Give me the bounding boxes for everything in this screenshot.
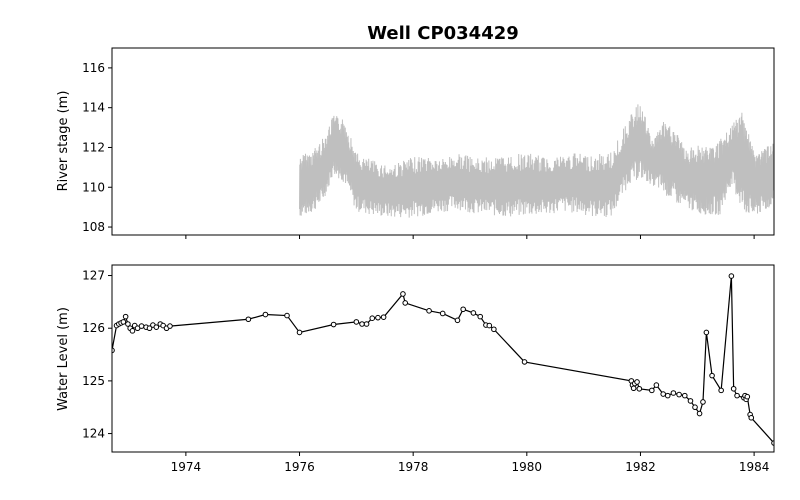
y-tick-label: 127 [82,269,105,283]
water-level-data-point [664,392,671,399]
water-level-data-point [521,359,528,365]
water-level-data-point [636,385,643,392]
water-level-plot-area [112,273,774,446]
water-level-data-point [112,347,115,354]
water-level-data-point [718,387,724,394]
y-tick-label: 108 [82,220,105,234]
water-level-data-point [730,385,737,392]
water-level-data-point [470,310,477,316]
water-level-data-point [477,313,484,320]
water-level-data-point [439,310,446,317]
river-stage-y-ticks: 108 110 112 114 116 [82,61,112,234]
x-tick-label: 1978 [398,460,429,474]
x-tick-label: 1982 [625,460,656,474]
river-stage-panel: 108 110 112 114 116 River stage (m) [56,47,775,239]
water-level-data-point [375,314,381,321]
y-tick-label: 124 [82,427,105,441]
chart-title: Well CP034429 [367,23,519,44]
water-level-data-point [676,391,682,398]
water-level-data-point [681,392,688,399]
water-level-data-point [771,440,774,446]
river-stage-x-ticks [185,235,755,239]
water-level-data-point [380,314,387,320]
water-level-data-point [262,311,269,318]
water-level-data-point [491,326,497,333]
water-level-data-point [369,315,376,322]
water-level-data-point [402,300,409,306]
x-tick-label: 1980 [512,460,543,474]
water-level-data-point [363,321,370,327]
water-level-data-point [330,321,337,328]
water-level-data-point [146,325,153,332]
water-level-data-point [129,328,136,334]
water-level-x-ticks: 1974 1976 1978 1980 1982 1984 [171,452,770,474]
water-level-data-point [353,319,360,325]
water-level-data-point [660,391,666,397]
river-stage-axes-frame [111,47,775,236]
water-level-data-point [120,319,127,325]
water-level-panel: 124 125 126 127 1974 1976 1978 1980 1982 1984 Wa… [56,264,775,474]
water-level-data-point [460,306,466,313]
water-level-data-point [359,321,365,327]
water-level-axes-frame [111,264,775,453]
water-level-data-point [728,273,735,279]
water-level-data-point [687,398,694,404]
x-tick-label: 1984 [739,460,770,474]
water-level-data-point [630,385,637,392]
y-tick-label: 126 [82,321,105,335]
water-level-data-point [634,379,640,385]
water-level-data-point [153,324,160,330]
water-level-data-point [696,410,703,417]
water-level-data-point [245,316,252,323]
water-level-data-point [703,329,710,336]
water-level-data-point [649,387,655,394]
y-tick-label: 114 [82,101,105,115]
water-level-data-point [744,393,751,400]
water-level-data-point [125,321,131,327]
water-level-data-point [296,329,303,336]
water-level-data-point [426,308,432,314]
water-level-data-point [700,399,706,405]
water-level-y-axis-label: Water Level (m) [56,307,71,411]
river-stage-plot-area [299,104,774,218]
water-level-data-point [284,312,290,319]
water-level-data-point [653,382,660,388]
river-stage-y-axis-label: River stage (m) [56,91,71,192]
y-tick-label: 125 [82,374,105,388]
y-tick-label: 110 [82,180,105,194]
water-level-data-point [400,291,406,297]
water-level-data-point [734,392,740,399]
water-level-data-point [670,390,677,396]
water-level-y-ticks: 124 125 126 127 [82,269,112,441]
water-level-data-point [454,317,461,324]
water-level-data-point [692,404,698,411]
y-tick-label: 112 [82,140,105,154]
y-tick-label: 116 [82,61,105,75]
water-level-data-point [167,323,173,329]
water-level-data-point [138,323,145,329]
water-level-data-point [748,414,755,421]
x-tick-label: 1974 [171,460,202,474]
x-tick-label: 1976 [284,460,315,474]
water-level-data-point [122,313,129,320]
water-level-data-point [709,372,715,379]
water-level-data-point [486,322,493,329]
river-stage-series-line [299,104,774,218]
water-level-series-line [112,276,774,444]
